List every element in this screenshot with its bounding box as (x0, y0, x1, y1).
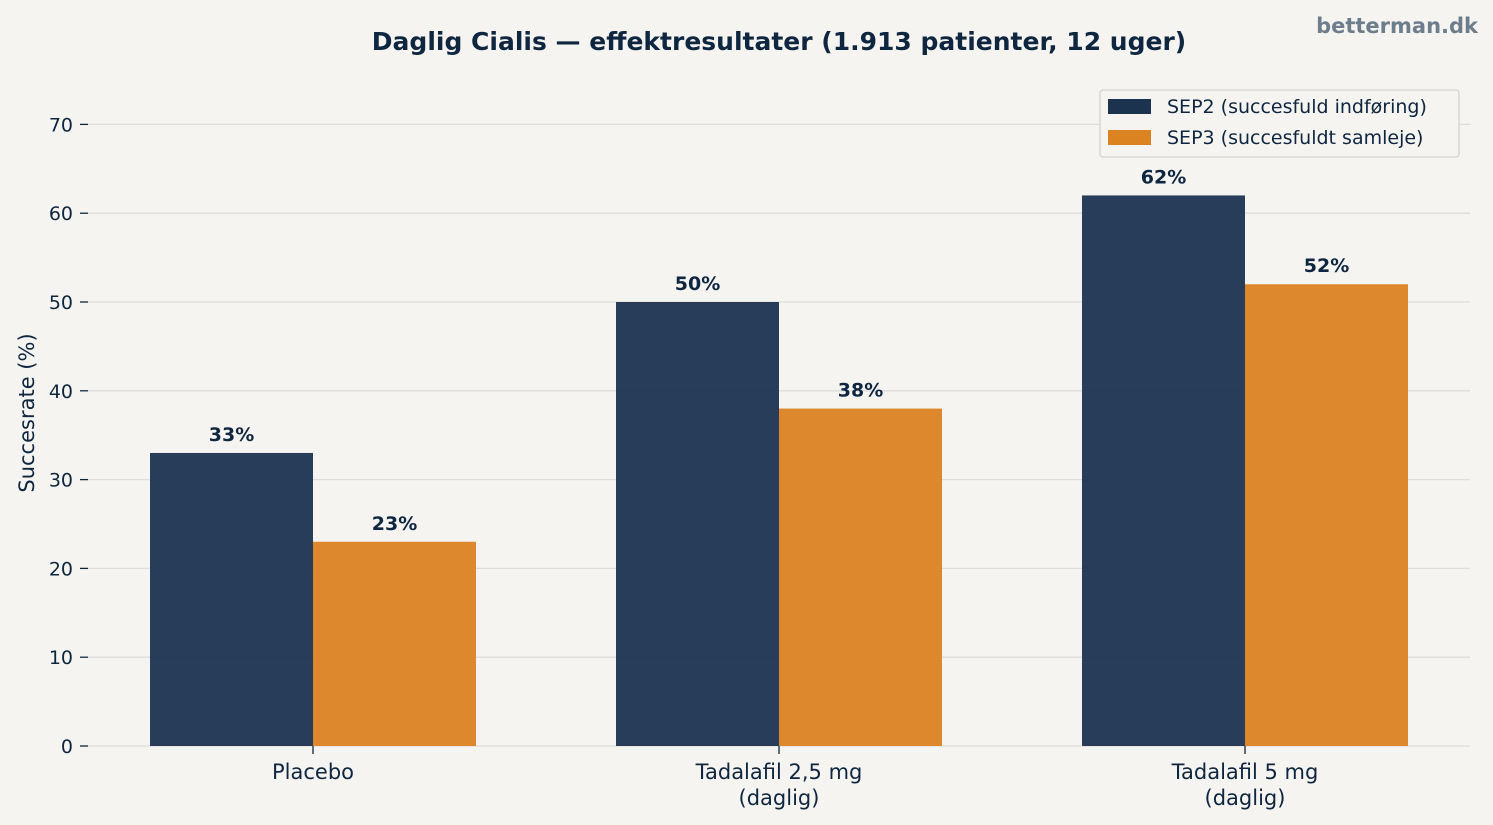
bar-sep2-0 (150, 452, 313, 746)
legend-box (1099, 89, 1460, 158)
bar-sep3-1 (779, 408, 942, 746)
data-label: 50% (675, 273, 720, 295)
legend-label-sep3: SEP3 (succesfuldt samleje) (1167, 127, 1423, 149)
bar-sep3-0 (313, 541, 476, 746)
x-tick-label: (daglig) (1205, 786, 1286, 810)
y-axis: 0 10 20 30 40 50 60 70 (49, 114, 88, 758)
y-tick-label: 20 (49, 558, 73, 580)
data-label: 23% (372, 513, 417, 535)
data-label: 33% (209, 424, 254, 446)
x-tick-label: Placebo (272, 760, 354, 784)
data-label: 52% (1304, 255, 1349, 277)
bar-sep2-2 (1082, 195, 1245, 746)
watermark: betterman.dk (1316, 14, 1479, 38)
y-tick-label: 70 (49, 114, 73, 136)
bar-sep3-2 (1245, 284, 1408, 746)
y-axis-title: Succesrate (%) (15, 333, 39, 492)
legend-swatch-sep3 (1108, 130, 1151, 145)
data-label: 62% (1141, 166, 1186, 188)
x-tick-label: Tadalafil 2,5 mg (695, 760, 863, 784)
y-tick-label: 30 (49, 470, 73, 492)
data-label: 38% (838, 380, 883, 402)
y-tick-label: 40 (49, 381, 73, 403)
x-tick-label: (daglig) (739, 786, 820, 810)
y-tick-label: 10 (49, 647, 73, 669)
data-labels: 33% 50% 62% 23% 38% 52% (209, 166, 1349, 534)
x-tick-label: Tadalafil 5 mg (1171, 760, 1319, 784)
y-tick-label: 0 (61, 736, 73, 758)
chart-title: Daglig Cialis — effektresultater (1.913 … (372, 27, 1186, 56)
bar-sep2-1 (616, 302, 779, 746)
y-tick-label: 50 (49, 292, 73, 314)
x-axis: Placebo Tadalafil 2,5 mg(daglig)Tadalafil… (272, 746, 1318, 810)
legend-swatch-sep2 (1108, 99, 1151, 114)
legend: SEP2 (succesfuld indføring) SEP3 (succes… (1099, 89, 1460, 158)
y-tick-label: 60 (49, 203, 73, 225)
legend-label-sep2: SEP2 (succesfuld indføring) (1167, 96, 1427, 118)
bars (150, 195, 1408, 746)
